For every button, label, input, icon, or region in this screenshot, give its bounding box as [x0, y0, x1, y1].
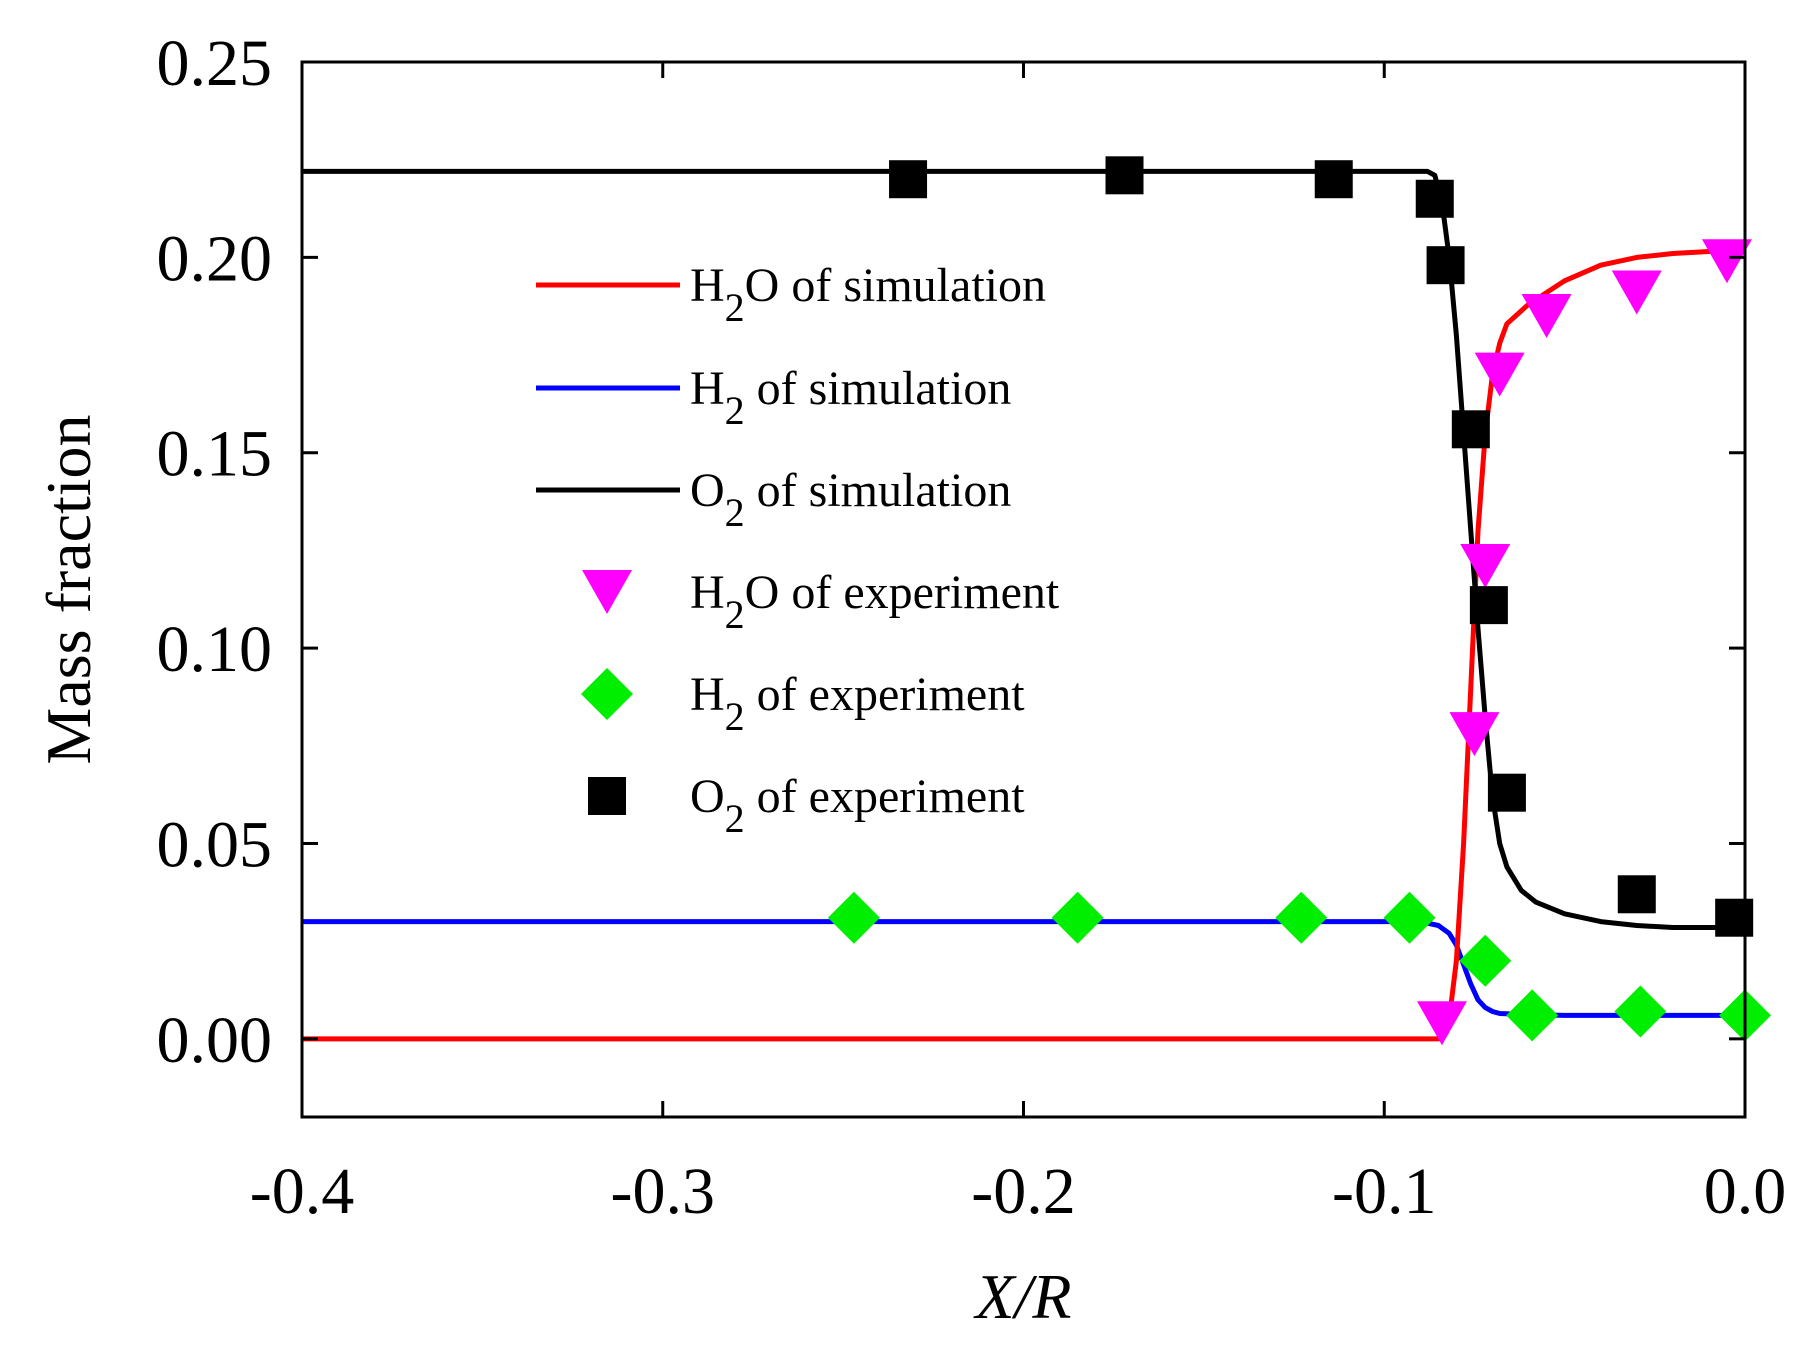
data-point: [1051, 891, 1104, 944]
legend-label: O2 of simulation: [690, 464, 1011, 535]
data-point: [1614, 985, 1667, 1038]
y-tick-label: 0.00: [157, 1004, 273, 1077]
legend-item: H2 of simulation: [536, 362, 1011, 433]
data-point: [1521, 293, 1572, 338]
legend-item: O2 of experiment: [588, 770, 1025, 841]
x-tick-label: 0.0: [1704, 1155, 1787, 1228]
legend-label: H2 of experiment: [690, 668, 1025, 739]
data-point: [1715, 898, 1754, 937]
x-tick-label: -0.3: [611, 1155, 715, 1228]
legend-item: H2O of experiment: [582, 566, 1060, 637]
legend-item: H2O of simulation: [536, 259, 1046, 330]
data-point: [1383, 891, 1436, 944]
data-point: [1611, 270, 1662, 315]
data-point: [1415, 179, 1454, 218]
y-tick-label: 0.05: [157, 808, 273, 881]
data-point: [1617, 875, 1656, 914]
ticks-layer: -0.4 -0.3 -0.2 -0.1 0.0 0.00 0.05 0.10 0.15 0.20 0…: [157, 27, 1787, 1228]
data-point: [1105, 156, 1144, 195]
data-point: [1701, 239, 1752, 284]
legend-label: O2 of experiment: [690, 770, 1025, 841]
legend: H2O of simulation H2 of simulation O2 of s…: [536, 259, 1060, 841]
x-tick-label: -0.4: [250, 1155, 354, 1228]
data-point: [1275, 891, 1328, 944]
data-point: [1416, 1001, 1467, 1046]
data-point: [1469, 586, 1508, 625]
legend-swatch: [588, 777, 626, 815]
data-point: [1506, 989, 1559, 1042]
legend-label: H2O of simulation: [690, 259, 1046, 330]
y-tick-label: 0.15: [157, 418, 273, 491]
legend-item: H2 of experiment: [581, 668, 1025, 739]
x-tick-label: -0.2: [971, 1155, 1075, 1228]
y-tick-label: 0.20: [157, 222, 273, 295]
data-point: [889, 160, 928, 199]
data-point: [1314, 160, 1353, 199]
data-point: [1426, 246, 1465, 285]
legend-swatch: [582, 570, 632, 614]
x-tick-label: -0.1: [1332, 1155, 1436, 1228]
data-point: [1474, 352, 1525, 397]
legend-item: O2 of simulation: [536, 464, 1011, 535]
data-point: [1451, 410, 1490, 449]
y-axis-label: Mass fraction: [33, 414, 104, 764]
legend-label: H2O of experiment: [690, 566, 1060, 637]
legend-label: H2 of simulation: [690, 362, 1011, 433]
data-point: [827, 891, 880, 944]
legend-swatch: [581, 668, 633, 720]
y-tick-label: 0.10: [157, 613, 273, 686]
series-layer: [302, 156, 1771, 1046]
data-point: [1487, 773, 1526, 812]
y-tick-label: 0.25: [157, 27, 273, 100]
data-point: [1449, 712, 1500, 757]
data-point: [1460, 544, 1511, 589]
x-axis-label: X/R: [973, 1261, 1072, 1332]
data-point: [1459, 934, 1512, 987]
